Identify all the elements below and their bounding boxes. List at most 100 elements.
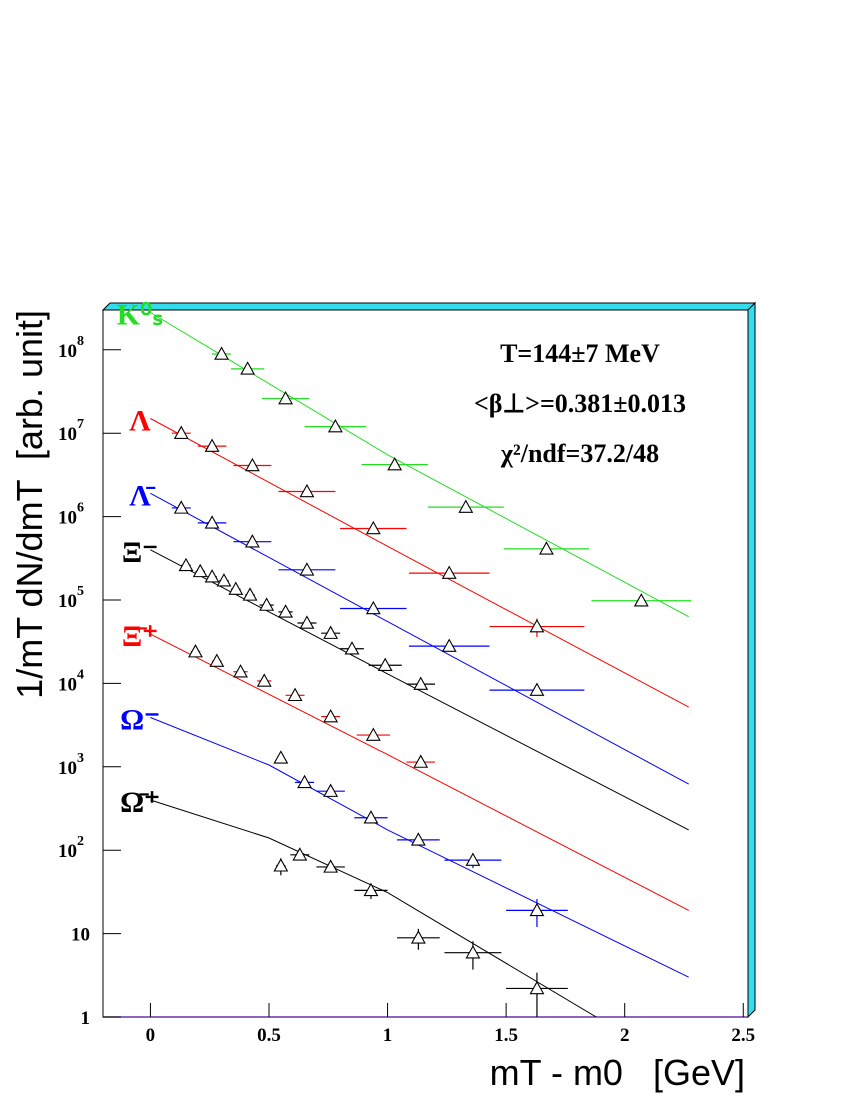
tick-base: 10 <box>58 591 77 612</box>
fit-line <box>150 799 597 1017</box>
series-label: Λ <box>129 405 151 438</box>
series <box>150 492 689 785</box>
marker <box>173 425 189 439</box>
marker <box>387 456 403 471</box>
marker <box>204 569 220 583</box>
marker <box>273 858 289 872</box>
marker <box>273 750 289 764</box>
marker <box>344 641 360 655</box>
marker <box>323 783 339 797</box>
series-label: K⁰ₛ <box>117 298 164 331</box>
marker <box>188 644 203 658</box>
x-tick-label: 1.5 <box>494 1025 518 1046</box>
y-axis-title: 1/mT dN/dmT [arb. unit] <box>9 310 50 699</box>
series-label: Λ̄ <box>129 479 156 512</box>
marker <box>299 562 315 576</box>
marker <box>192 563 208 578</box>
marker <box>410 832 426 846</box>
marker <box>377 657 393 672</box>
y-tick-label: 107 <box>58 417 84 445</box>
y-tick-label: 105 <box>58 584 84 612</box>
fit-line <box>150 717 689 978</box>
series <box>150 633 689 911</box>
marker <box>363 882 379 897</box>
tick-exponent: 8 <box>77 334 84 349</box>
marker <box>413 754 429 768</box>
marker <box>216 573 232 587</box>
marker <box>287 687 303 702</box>
marker <box>441 565 457 579</box>
marker <box>209 653 225 667</box>
series-label: Ξ⁻ <box>122 536 158 569</box>
x-tick-label: 0.5 <box>257 1025 281 1046</box>
fit-line <box>150 633 689 911</box>
marker <box>365 600 381 615</box>
marker <box>413 676 429 690</box>
y-tick-label: 106 <box>58 501 84 529</box>
annotation: <β⊥>=0.381±0.013 <box>474 389 686 418</box>
marker <box>363 810 379 824</box>
marker <box>529 902 545 917</box>
marker <box>365 727 381 741</box>
marker <box>529 980 545 995</box>
marker <box>204 515 220 529</box>
marker <box>323 625 339 639</box>
annotation: T=144±7 MeV <box>500 339 660 368</box>
marker <box>539 541 554 555</box>
y-tick-label: 10 <box>71 925 90 946</box>
marker <box>278 390 294 405</box>
tick-exponent: 5 <box>77 584 84 599</box>
tick-exponent: 2 <box>77 834 84 849</box>
tick-exponent: 7 <box>77 417 84 432</box>
marker <box>465 945 481 959</box>
x-tick-label: 2 <box>620 1025 630 1046</box>
marker <box>299 615 315 629</box>
marker <box>529 618 545 633</box>
tick-base: 10 <box>58 508 77 529</box>
series <box>150 799 597 1017</box>
tick-exponent: 4 <box>77 667 84 682</box>
marker <box>228 581 244 595</box>
marker <box>242 587 258 601</box>
tick-base: 10 <box>58 341 77 362</box>
fit-line <box>150 492 689 785</box>
marker <box>204 438 220 452</box>
x-tick-label: 2.5 <box>731 1025 755 1046</box>
y-tick-label: 1 <box>81 1008 91 1029</box>
series-label: Ξ̄⁺ <box>122 620 158 653</box>
tick-base: 10 <box>58 424 77 445</box>
series <box>150 312 692 618</box>
marker <box>173 500 189 514</box>
marker <box>323 859 339 873</box>
series-label: Ω⁻ <box>120 704 160 737</box>
frame-top-bevel <box>101 302 757 311</box>
marker <box>458 499 474 513</box>
x-axis-title: mT - m0 [GeV] <box>490 1052 745 1093</box>
frame-right-bevel <box>747 301 756 1019</box>
y-tick-label: 104 <box>58 667 84 695</box>
marker <box>633 593 649 607</box>
marker <box>529 682 545 696</box>
marker <box>278 604 294 618</box>
marker <box>259 597 275 611</box>
marker <box>214 346 230 360</box>
series-label: Ω̄⁺ <box>120 786 160 819</box>
marker <box>244 534 260 548</box>
y-tick-label: 102 <box>58 834 84 862</box>
marker <box>465 852 481 866</box>
series <box>150 418 689 708</box>
marker <box>323 708 339 723</box>
marker <box>299 483 315 498</box>
marker <box>178 557 194 572</box>
marker <box>410 930 426 944</box>
y-tick-label: 103 <box>58 751 84 779</box>
marker <box>240 361 256 375</box>
marker <box>297 774 312 789</box>
fit-line <box>150 418 689 708</box>
tick-base: 10 <box>58 841 77 862</box>
x-tick-label: 1 <box>383 1025 393 1046</box>
series <box>150 549 689 831</box>
fit-line <box>150 312 689 618</box>
